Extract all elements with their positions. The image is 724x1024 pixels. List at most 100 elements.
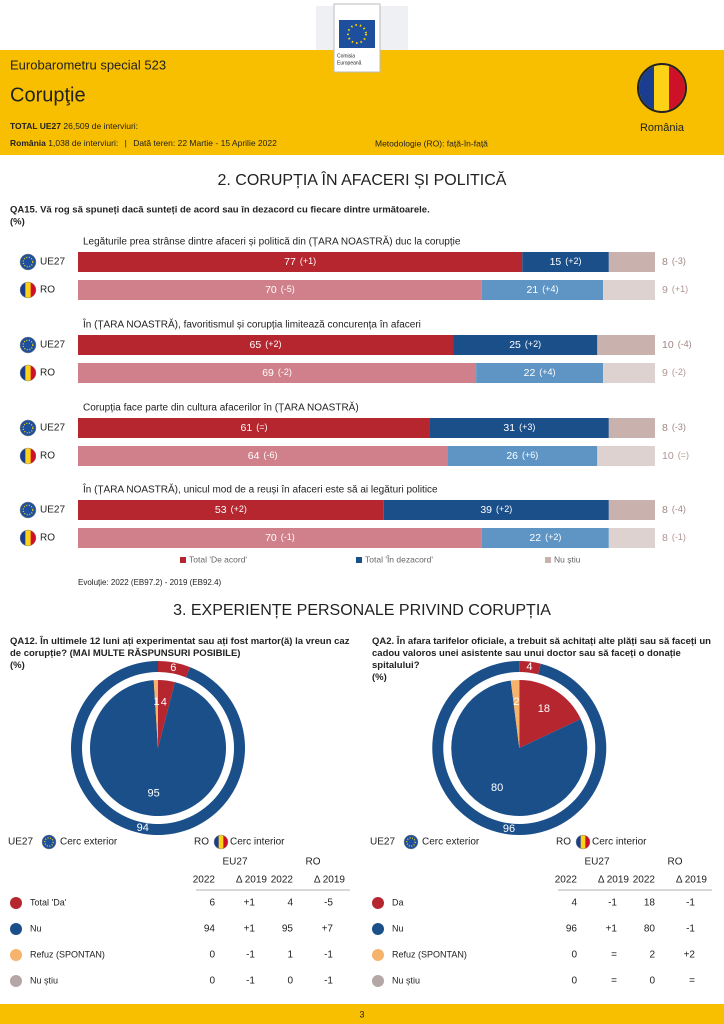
ro-flag [19,529,37,547]
bar-segment [78,418,430,438]
col-head: EU27 [584,857,609,868]
eu-flag [19,501,37,519]
ro-delta: = [689,976,695,987]
bar-label: 9 (+1) [662,284,688,296]
ro-delta: +2 [684,950,696,961]
stripe [218,835,224,849]
stripe [585,835,590,849]
ro-delta: -5 [324,898,333,909]
bar-segment [608,500,655,520]
col-year: 2022 [193,875,216,886]
ro-flag-border [19,447,37,465]
bar-segment [481,528,609,548]
row-label: Nu știu [392,975,420,985]
bar-label: 31 (+3) [503,422,535,434]
bar-label: 21 (+4) [527,284,559,296]
bar-segment [383,500,609,520]
stripe [576,835,582,849]
col-delta: Δ 2019 [314,875,346,886]
bar-segment [597,335,655,355]
row-label: Refuz (SPONTAN) [392,949,467,959]
row-swatch [10,949,22,961]
bar-segment [481,280,604,300]
stripe [30,530,36,546]
stripe [214,835,220,849]
section-title: 3. EXPERIENȚE PERSONALE PRIVIND CORUPȚIA [173,602,551,619]
item-label: Legăturile prea strânse dintre afaceri ș… [83,235,461,248]
ro-flag-border [575,834,591,850]
value: 21 [527,284,539,296]
question: QA12. În ultimele 12 luni ați experiment… [10,636,350,672]
unit: (%) [10,660,25,671]
eu-flag [19,336,37,354]
col-head: RO [668,857,683,868]
change: (-1) [672,532,686,542]
change: (+2) [265,339,281,349]
bar-segment [608,528,655,548]
eu-flag [19,253,37,271]
change: (+3) [519,422,535,432]
value: 22 [529,532,541,544]
label: TOTAL UE27 [10,121,61,131]
value: 70 [265,532,277,544]
eu-delta: +1 [244,924,256,935]
row-name: RO [40,368,55,379]
change: (+2) [231,504,247,514]
value: 8 [662,422,668,434]
bar-segment [78,363,477,383]
change: (+2) [525,339,541,349]
ro-flag-border [213,834,229,850]
eu-value: 4 [571,898,577,909]
legend-swatch [356,557,362,563]
donut-slice [89,680,227,817]
ro-stripes [20,365,36,381]
label: România [10,138,46,148]
bar-label: 10 (=) [662,450,689,462]
eu-value: 0 [571,976,577,987]
bar-label: 65 (+2) [250,339,282,351]
bar-label: 8 (-3) [662,256,686,268]
bar-label: 53 (+2) [215,504,247,516]
bar-segment [603,280,655,300]
stripe [30,448,36,464]
bar-label: 26 (+6) [506,450,538,462]
ro-flag [19,364,37,382]
col-delta: Δ 2019 [676,875,708,886]
country-flag [637,63,687,113]
stripe [25,530,32,546]
ro-delta: -1 [324,976,333,987]
bar-segment [429,418,609,438]
value: 15 [550,256,562,268]
ro-delta: +7 [322,924,334,935]
slice-label: 6 [170,662,176,674]
slice-label: 4 [161,696,167,708]
eu-value: 96 [566,924,578,935]
col-delta: Δ 2019 [236,875,268,886]
ro-flag [19,281,37,299]
ro-value: 0 [649,976,655,987]
inner-label: RO [556,837,571,848]
ro-stripes [214,835,228,849]
change: (+1) [672,284,688,294]
donut-slice [158,661,191,678]
stripe [580,835,586,849]
country: România [640,122,685,134]
stripe [25,448,32,464]
bar-segment [522,252,609,272]
ro-flag [19,447,37,465]
col-delta: Δ 2019 [598,875,630,886]
eu-stars [22,422,34,434]
value: 25 [509,339,521,351]
text: 26,509 de interviuri: [63,121,138,131]
unit: (%) [372,672,387,683]
change: (=) [256,422,267,432]
slice-label: 2 [513,696,519,708]
ro-value: 80 [644,924,656,935]
ro-flag [213,834,229,850]
logo-stars [347,24,367,44]
change: (-3) [672,256,686,266]
change: (-5) [281,284,295,294]
ro-value: 2 [649,950,655,961]
value: 31 [503,422,515,434]
